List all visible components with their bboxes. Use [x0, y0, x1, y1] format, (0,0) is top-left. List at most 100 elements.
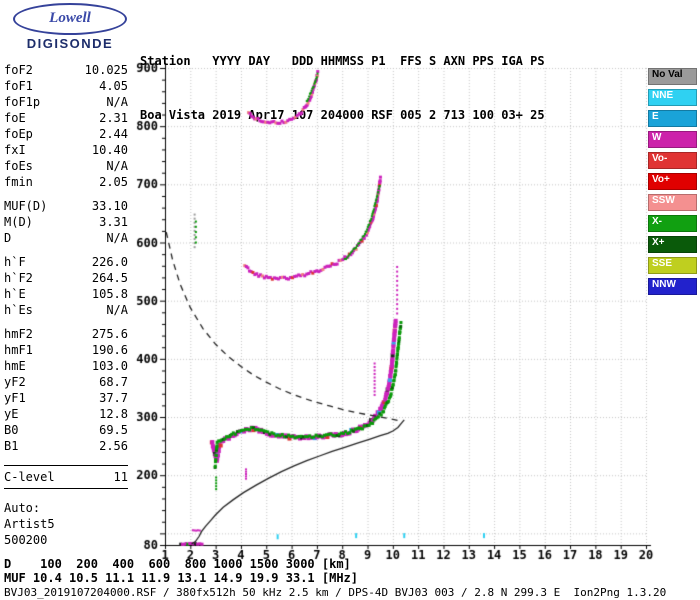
lowell-digisonde-logo: Lowell DIGISONDE: [8, 3, 132, 51]
param-divider: [4, 488, 128, 489]
footer-line: BVJ03_2019107204000.RSF / 380fx512h 50 k…: [4, 586, 667, 599]
param-row: B1 2.56: [4, 438, 128, 454]
legend-item: X-: [648, 215, 697, 232]
d-distance-row: D 100 200 400 600 800 1000 1500 3000 [km…: [4, 557, 351, 571]
param-value: 69.5: [99, 423, 128, 437]
param-spacer: [4, 454, 128, 462]
param-value: 4.05: [99, 79, 128, 93]
param-label: hmF1: [4, 343, 33, 357]
param-label: M(D): [4, 215, 33, 229]
param-value: 275.6: [91, 327, 128, 341]
param-label: fxI: [4, 143, 26, 157]
ionogram-plot: [130, 56, 675, 568]
param-row: C-level 11: [4, 469, 128, 485]
param-label: h`E: [4, 287, 26, 301]
param-row: yF2 68.7: [4, 374, 128, 390]
logo-name: Lowell: [49, 10, 91, 26]
param-row: foE 2.31: [4, 110, 128, 126]
param-row: yE 12.8: [4, 406, 128, 422]
param-value: 3.31: [99, 215, 128, 229]
param-value: 103.0: [91, 359, 128, 373]
legend-item: Vo+: [648, 173, 697, 190]
legend-item: E: [648, 110, 697, 127]
param-row: fxI 10.40: [4, 142, 128, 158]
legend-item: SSE: [648, 257, 697, 274]
muf-row: MUF 10.4 10.5 11.1 11.9 13.1 14.9 19.9 3…: [4, 571, 359, 585]
param-value: 2.44: [99, 127, 128, 141]
param-label: yE: [4, 407, 19, 421]
param-row: foF1p N/A: [4, 94, 128, 110]
legend-item: X+: [648, 236, 697, 253]
param-row: hmF2 275.6: [4, 326, 128, 342]
logo-oval: Lowell: [13, 3, 127, 35]
param-value: 37.7: [99, 391, 128, 405]
param-value: 190.6: [91, 343, 128, 357]
param-value: 68.7: [99, 375, 128, 389]
param-value: N/A: [106, 159, 128, 173]
param-spacer: [4, 318, 128, 326]
param-value: 2.56: [99, 439, 128, 453]
param-label: hmE: [4, 359, 26, 373]
param-row: h`F2 264.5: [4, 270, 128, 286]
param-row: h`E 105.8: [4, 286, 128, 302]
param-spacer: [4, 190, 128, 198]
param-spacer: [4, 492, 128, 500]
param-label: foF1: [4, 79, 33, 93]
param-value: 33.10: [91, 199, 128, 213]
param-row: h`Es N/A: [4, 302, 128, 318]
param-label: fmin: [4, 175, 33, 189]
param-row: yF1 37.7: [4, 390, 128, 406]
param-row: B0 69.5: [4, 422, 128, 438]
param-label: MUF(D): [4, 199, 48, 213]
param-value: N/A: [106, 95, 128, 109]
legend-item: NNE: [648, 89, 697, 106]
param-text: Artist5: [4, 517, 55, 531]
param-value: 2.05: [99, 175, 128, 189]
param-label: foF2: [4, 63, 33, 77]
param-label: h`F: [4, 255, 26, 269]
param-value: N/A: [106, 303, 128, 317]
param-label: h`Es: [4, 303, 33, 317]
legend-item: Vo-: [648, 152, 697, 169]
param-label: B0: [4, 423, 19, 437]
legend-item: SSW: [648, 194, 697, 211]
param-value: N/A: [106, 231, 128, 245]
param-label: yF2: [4, 375, 26, 389]
param-row: MUF(D) 33.10: [4, 198, 128, 214]
param-divider: [4, 465, 128, 466]
param-value: 12.8: [99, 407, 128, 421]
param-value: 2.31: [99, 111, 128, 125]
param-label: B1: [4, 439, 19, 453]
param-text: 500200: [4, 533, 48, 547]
param-label: foEs: [4, 159, 33, 173]
legend-item: No Val: [648, 68, 697, 85]
param-value: 105.8: [91, 287, 128, 301]
param-row: foEs N/A: [4, 158, 128, 174]
param-row: h`F 226.0: [4, 254, 128, 270]
param-label: foEp: [4, 127, 33, 141]
param-value: 226.0: [91, 255, 128, 269]
param-row: hmF1 190.6: [4, 342, 128, 358]
legend-item: NNW: [648, 278, 697, 295]
param-row: hmE 103.0: [4, 358, 128, 374]
param-row: fmin 2.05: [4, 174, 128, 190]
param-value: 11: [113, 470, 128, 484]
doppler-direction-legend: No Val NNE E W Vo- Vo+ SSW X- X+ SSE NNW: [648, 68, 697, 299]
param-value: 10.40: [91, 143, 128, 157]
param-label: hmF2: [4, 327, 33, 341]
legend-item: W: [648, 131, 697, 148]
param-row: D N/A: [4, 230, 128, 246]
param-text: Auto:: [4, 501, 41, 515]
param-value: 10.025: [84, 63, 128, 77]
param-row: foEp 2.44: [4, 126, 128, 142]
logo-subname: DIGISONDE: [26, 36, 114, 51]
param-label: C-level: [4, 470, 55, 484]
param-label: D: [4, 231, 12, 245]
param-label: foF1p: [4, 95, 41, 109]
param-label: foE: [4, 111, 26, 125]
param-value: 264.5: [91, 271, 128, 285]
scaled-parameters-panel: foF2 10.025 foF1 4.05 foF1p N/A foE 2.31 foEp 2.4…: [4, 62, 128, 548]
param-label: h`F2: [4, 271, 33, 285]
param-row: foF1 4.05: [4, 78, 128, 94]
param-spacer: [4, 246, 128, 254]
